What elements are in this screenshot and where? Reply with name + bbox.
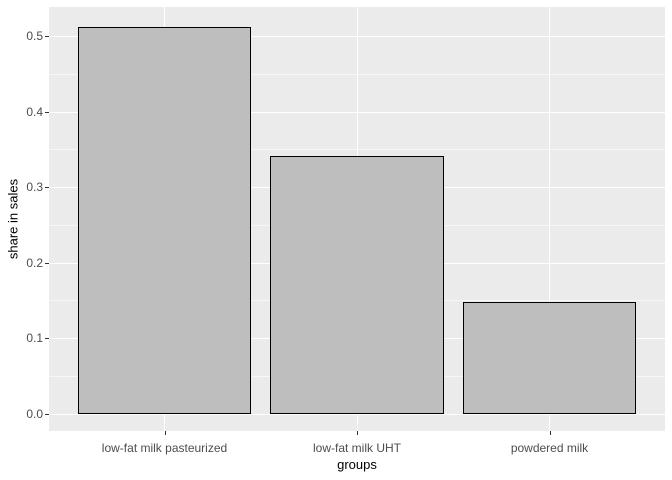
bar bbox=[77, 26, 252, 415]
x-tick-mark bbox=[549, 431, 551, 435]
x-tick-label: low-fat milk pasteurized bbox=[101, 441, 228, 455]
plot-panel bbox=[49, 7, 665, 431]
y-tick-mark bbox=[45, 338, 49, 339]
y-tick-mark bbox=[45, 111, 49, 113]
y-tick-label: 0.0 bbox=[26, 406, 43, 421]
y-tick-mark bbox=[45, 262, 49, 264]
x-axis-title: groups bbox=[337, 457, 377, 472]
x-tick-mark bbox=[357, 431, 358, 435]
y-tick-label: 0.5 bbox=[26, 29, 43, 43]
x-tick-label: powdered milk bbox=[510, 441, 589, 455]
y-tick-mark bbox=[45, 36, 49, 37]
y-tick-label: 0.3 bbox=[26, 180, 43, 194]
y-tick-mark bbox=[45, 413, 49, 415]
bar bbox=[462, 301, 637, 415]
x-tick-label: low-fat milk UHT bbox=[312, 441, 402, 455]
x-tick-mark bbox=[164, 431, 166, 435]
y-tick-label: 0.4 bbox=[26, 104, 43, 119]
bar bbox=[270, 156, 444, 415]
y-tick-label: 0.1 bbox=[26, 331, 43, 345]
x-gridline-major bbox=[549, 7, 550, 431]
y-tick-label: 0.2 bbox=[26, 255, 43, 270]
y-tick-mark bbox=[45, 187, 49, 188]
